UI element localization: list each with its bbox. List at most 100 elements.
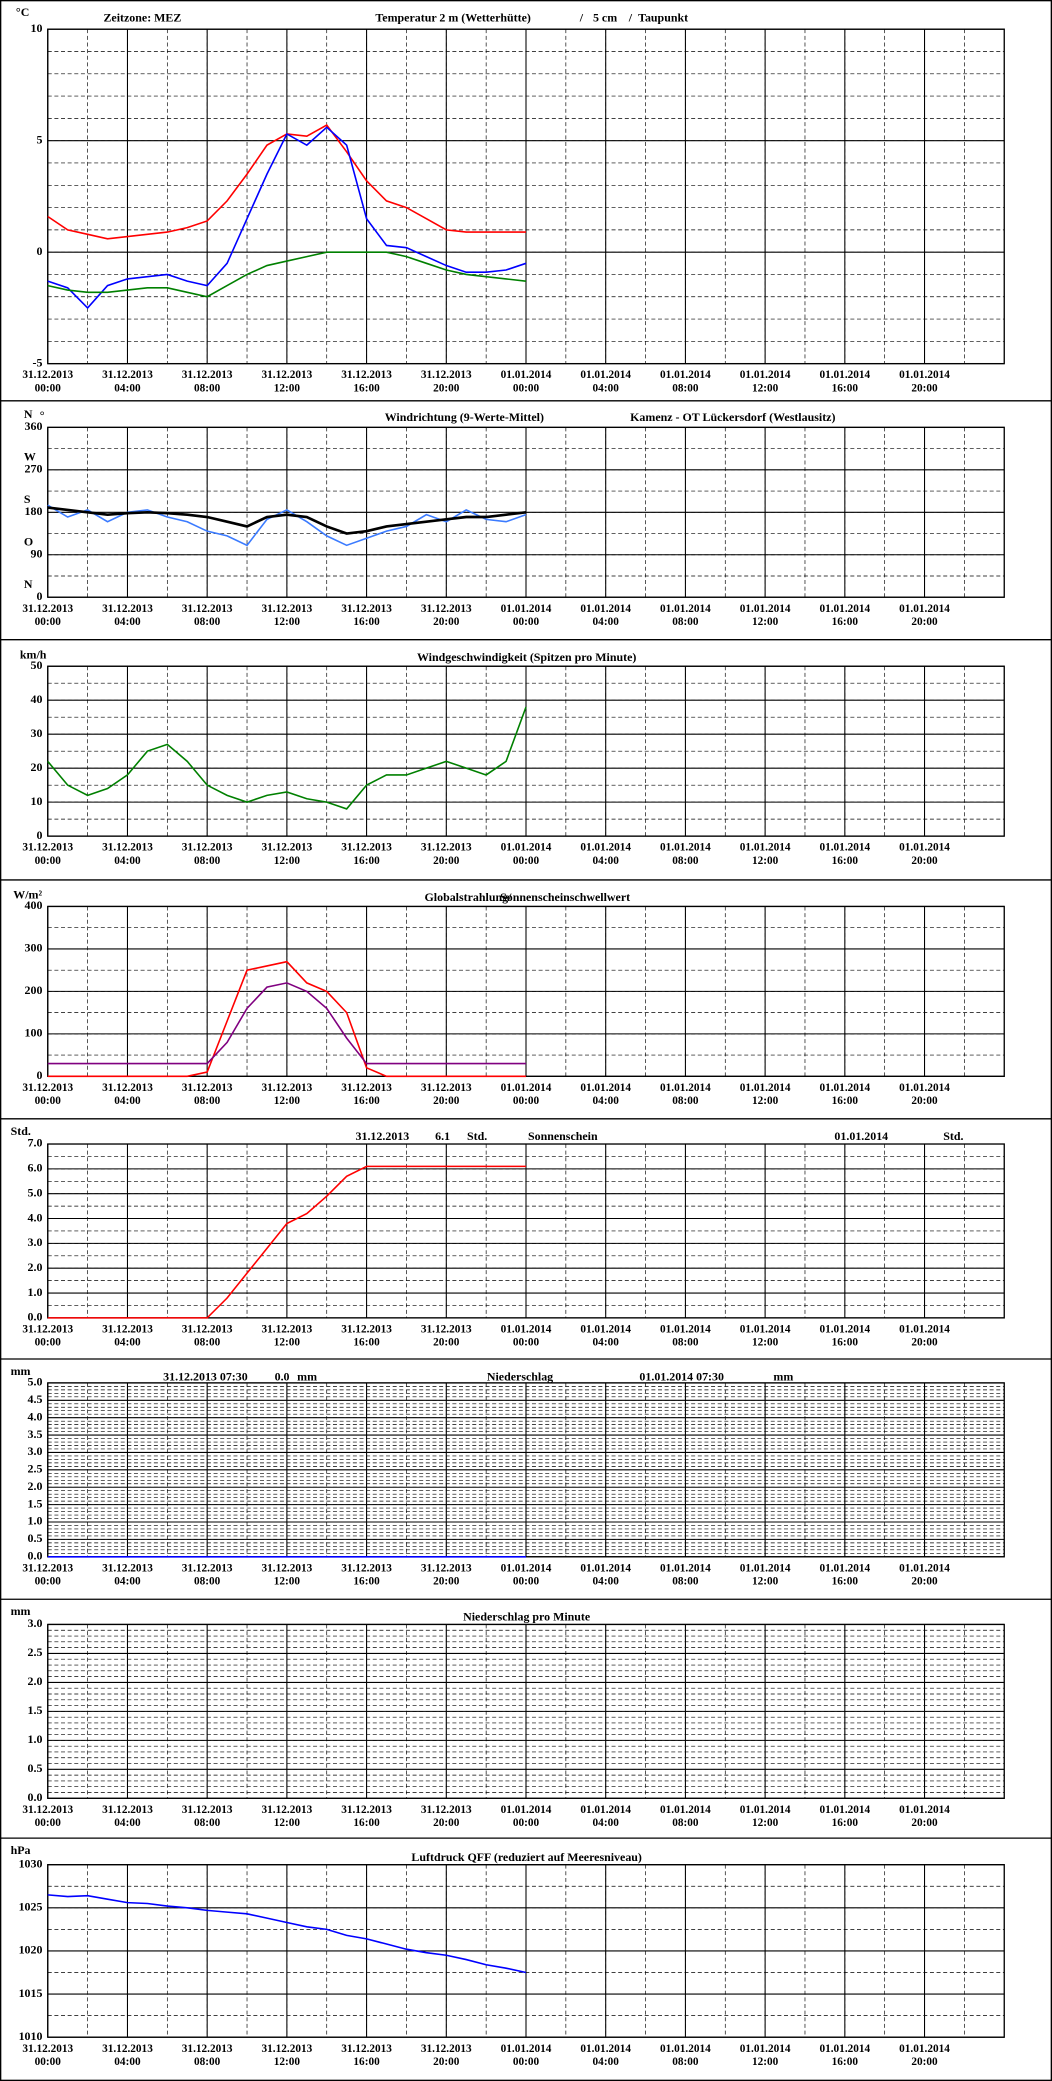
x-tick-label-box: 01.01.2014 20:00 <box>899 2041 950 2068</box>
x-tick-label: 01.01.2014 00:00 <box>500 2041 552 2068</box>
x-tick-label: 31.12.2013 04:00 <box>102 601 153 628</box>
plot-area <box>47 28 1005 365</box>
x-tick-label-box: 01.01.2014 04:00 <box>580 1080 631 1107</box>
data-line <box>47 506 527 535</box>
y-tick-label: 2.0 <box>28 1674 43 1688</box>
x-tick-label-box: 31.12.2013 12:00 <box>262 1080 313 1107</box>
timezone: Zeitzone: MEZ <box>103 10 181 24</box>
x-tick-label: 01.01.2014 08:00 <box>660 840 711 867</box>
chart-title: Niederschlag <box>487 1369 553 1383</box>
x-tick-label: 31.12.2013 04:00 <box>102 1080 153 1107</box>
x-tick-label-box: 31.12.2013 16:00 <box>341 1802 392 1829</box>
x-tick-label: 01.01.2014 00:00 <box>500 1560 552 1588</box>
x-tick-label-box: 01.01.2014 00:00 <box>501 1802 552 1829</box>
x-tick-label-box: 01.01.2014 08:00 <box>660 1560 711 1588</box>
x-tick-label: 31.12.2013 16:00 <box>341 1080 392 1107</box>
x-tick-label-box: 01.01.2014 04:00 <box>580 840 631 867</box>
y-unit: °C <box>16 5 29 19</box>
x-tick-label: 01.01.2014 04:00 <box>580 1321 632 1349</box>
x-tick-label-box: 31.12.2013 04:00 <box>102 1561 153 1588</box>
x-tick-label-box: 01.01.2014 20:00 <box>899 1560 950 1588</box>
data-line <box>47 706 527 810</box>
x-tick-label-box: 01.01.2014 12:00 <box>740 1080 791 1107</box>
y-tick-label: 3.0 <box>28 1444 43 1458</box>
x-tick-label: 01.01.2014 00:00 <box>500 840 552 867</box>
x-tick-label: 01.01.2014 08:00 <box>660 601 711 628</box>
x-tick-label: 31.12.2013 04:00 <box>102 1321 153 1349</box>
x-tick-label-box: 31.12.2013 16:00 <box>341 368 392 395</box>
x-tick-label-box: 01.01.2014 08:00 <box>660 840 711 867</box>
x-tick-label: 01.01.2014 08:00 <box>660 1560 711 1588</box>
x-tick-label: 01.01.2014 16:00 <box>819 1080 871 1107</box>
y-tick-label: 2.0 <box>28 1479 43 1493</box>
period-next: 01.01.2014 <box>834 1129 888 1143</box>
x-tick-label: 31.12.2013 16:00 <box>341 1321 392 1349</box>
x-tick-label: 31.12.2013 12:00 <box>261 601 313 628</box>
y-tick-label: 0.0 <box>28 1310 43 1324</box>
x-tick-label-box: 01.01.2014 16:00 <box>819 1322 870 1349</box>
x-tick-label-box: 31.12.2013 00:00 <box>22 1560 74 1588</box>
x-tick-label: 31.12.2013 04:00 <box>102 367 153 395</box>
x-tick-label-box: 31.12.2013 20:00 <box>421 368 472 395</box>
y-tick-label: 1.5 <box>28 1703 43 1717</box>
y-tick-label: 4.5 <box>28 1392 43 1406</box>
legend-entry: Temperatur 2 m (Wetterhütte) <box>375 10 530 24</box>
y-tick-label: 1025 <box>19 1900 43 1914</box>
x-tick-label: 01.01.2014 12:00 <box>739 2041 791 2068</box>
x-tick-label-box: 01.01.2014 04:00 <box>580 601 632 628</box>
x-tick-label-box: 01.01.2014 08:00 <box>660 1080 711 1107</box>
chart-title: Sonnenschein <box>528 1129 598 1143</box>
x-tick-label-box: 01.01.2014 12:00 <box>740 1322 791 1349</box>
x-tick-label: 31.12.2013 08:00 <box>181 1321 233 1349</box>
y-tick-label: 400 <box>25 898 43 912</box>
x-tick-label-box: 31.12.2013 00:00 <box>22 840 73 867</box>
x-tick-label: 31.12.2013 00:00 <box>22 1560 74 1588</box>
data-line <box>47 251 527 298</box>
subtitle: Kamenz - OT Lückersdorf (Westlausitz) <box>630 410 835 424</box>
x-tick-label: 01.01.2014 20:00 <box>899 1080 950 1107</box>
x-tick-label: 01.01.2014 12:00 <box>739 840 791 867</box>
x-tick-label: 31.12.2013 04:00 <box>102 840 153 867</box>
x-tick-label-box: 01.01.2014 00:00 <box>500 840 552 867</box>
x-tick-label-box: 31.12.2013 00:00 <box>22 368 73 395</box>
y-tick-label: 30 <box>31 726 43 740</box>
x-tick-label-box: 01.01.2014 20:00 <box>899 368 950 395</box>
x-tick-label-box: 31.12.2013 16:00 <box>341 1561 392 1588</box>
x-tick-label-box: 31.12.2013 20:00 <box>421 2041 472 2068</box>
data-line <box>47 960 526 1078</box>
y-tick-label: 3.0 <box>28 1235 43 1249</box>
x-tick-label-box: 01.01.2014 12:00 <box>739 840 791 867</box>
x-tick-label-box: 01.01.2014 04:00 <box>580 1321 632 1349</box>
x-tick-label: 01.01.2014 20:00 <box>899 1560 950 1588</box>
x-tick-label-box: 01.01.2014 16:00 <box>819 2041 870 2068</box>
x-tick-label: 31.12.2013 20:00 <box>420 840 472 867</box>
x-tick-label-box: 01.01.2014 04:00 <box>580 1802 631 1829</box>
legend-separator: / <box>628 10 633 24</box>
x-tick-label-box: 31.12.2013 12:00 <box>261 840 313 867</box>
x-tick-label: 31.12.2013 12:00 <box>261 367 313 395</box>
x-tick-label: 01.01.2014 20:00 <box>899 2041 950 2068</box>
y-tick-label: 3.0 <box>28 1616 43 1630</box>
x-tick-label-box: 31.12.2013 04:00 <box>102 601 153 628</box>
y-tick-label: 2.5 <box>28 1462 43 1476</box>
x-tick-label-box: 01.01.2014 12:00 <box>740 1802 791 1829</box>
compass-label: W <box>24 450 36 464</box>
x-tick-label-box: 31.12.2013 12:00 <box>262 1802 313 1829</box>
legend-entry: Taupunkt <box>638 10 688 24</box>
x-tick-label-box: 31.12.2013 00:00 <box>22 2041 73 2068</box>
total: 6.1 <box>435 1129 450 1143</box>
y-tick-label: 100 <box>25 1026 43 1040</box>
y-unit: W/m² <box>13 888 42 902</box>
chart-title: Luftdruck QFF (reduziert auf Meeresnivea… <box>411 1850 642 1864</box>
x-tick-label-box: 31.12.2013 20:00 <box>421 1561 472 1588</box>
y-unit: mm <box>11 1364 31 1378</box>
x-tick-label-box: 31.12.2013 16:00 <box>341 840 392 867</box>
x-tick-label-box: 01.01.2014 16:00 <box>819 601 870 628</box>
x-tick-label: 01.01.2014 04:00 <box>580 601 632 628</box>
x-tick-label: 31.12.2013 04:00 <box>102 1802 153 1829</box>
x-tick-label-box: 31.12.2013 04:00 <box>102 2041 153 2068</box>
x-tick-label: 31.12.2013 12:00 <box>261 840 313 867</box>
x-tick-label: 31.12.2013 08:00 <box>181 840 233 867</box>
